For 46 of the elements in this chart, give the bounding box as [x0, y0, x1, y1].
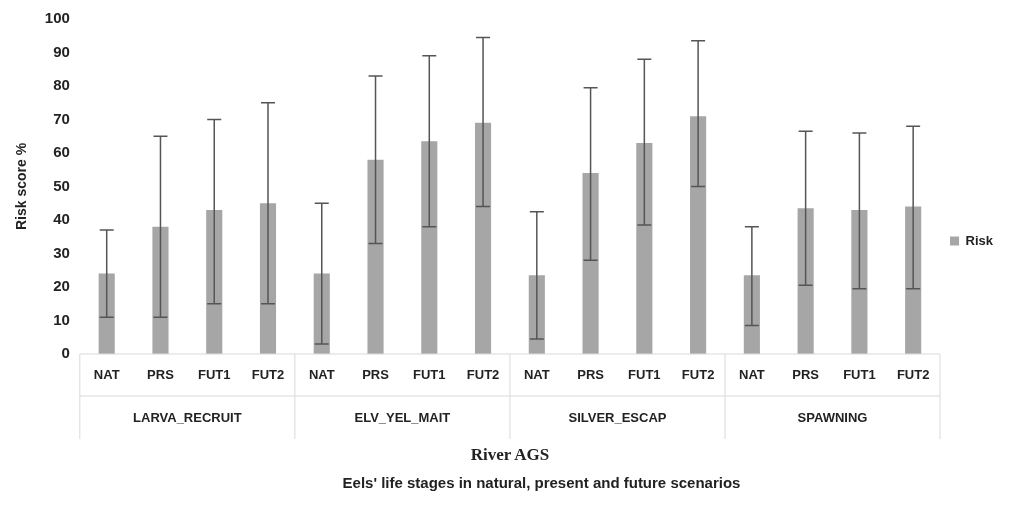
y-tick-label: 80	[53, 76, 70, 94]
bar	[98, 273, 115, 354]
text: SILVER_ESCAP	[568, 409, 667, 425]
y-tick-label: 60	[53, 143, 70, 161]
x-tick-label: PRS	[577, 367, 605, 383]
x-tick-label: NAT	[738, 367, 765, 383]
y-tick-label: 20	[53, 277, 70, 295]
x-tick-label: FUT1	[197, 367, 231, 383]
y-tick-label: 0	[61, 344, 70, 362]
bar	[851, 209, 868, 354]
x-tick-label: NAT	[523, 367, 550, 383]
x-tick-label: NAT	[93, 367, 120, 383]
y-tick-label: 10	[53, 310, 70, 328]
x-axis-title: River AGS	[470, 445, 550, 465]
bar	[797, 208, 814, 354]
x-tick-label: NAT	[308, 367, 335, 383]
x-tick-label: FUT1	[413, 367, 446, 383]
x-tick-label: PRS	[362, 367, 390, 383]
x-tick-label: FUT2	[466, 367, 500, 383]
y-tick-label: 40	[53, 210, 70, 228]
text: ELV_YEL_MAIT	[354, 409, 451, 425]
text: SPAWNING	[797, 409, 868, 425]
text: Eels' life stages in natural, present and future scenarios	[341, 474, 742, 491]
bar	[152, 226, 169, 354]
y-tick-label: 50	[53, 176, 70, 194]
x-tick-label: FUT1	[628, 367, 661, 383]
x-tick-label: FUT2	[681, 367, 715, 383]
bar	[421, 141, 438, 354]
bar	[636, 142, 653, 354]
x-tick-label: PRS	[147, 367, 175, 383]
x-tick-label: FUT2	[251, 367, 285, 383]
legend-label: Risk	[965, 232, 994, 248]
bar	[367, 159, 384, 354]
text: LARVA_RECRUIT	[133, 409, 242, 425]
y-axis-title: Risk score %	[13, 142, 30, 231]
y-tick-label: 30	[53, 243, 70, 261]
bar	[905, 206, 922, 354]
x-tick-label: PRS	[792, 367, 820, 383]
x-tick-label: FUT2	[896, 367, 930, 383]
y-tick-label: 100	[44, 9, 70, 27]
y-tick-label: 70	[53, 109, 70, 127]
y-tick-label: 90	[53, 42, 70, 60]
bar	[582, 173, 599, 354]
x-tick-label: FUT1	[843, 367, 876, 383]
bar	[474, 122, 492, 354]
bar	[690, 116, 707, 354]
